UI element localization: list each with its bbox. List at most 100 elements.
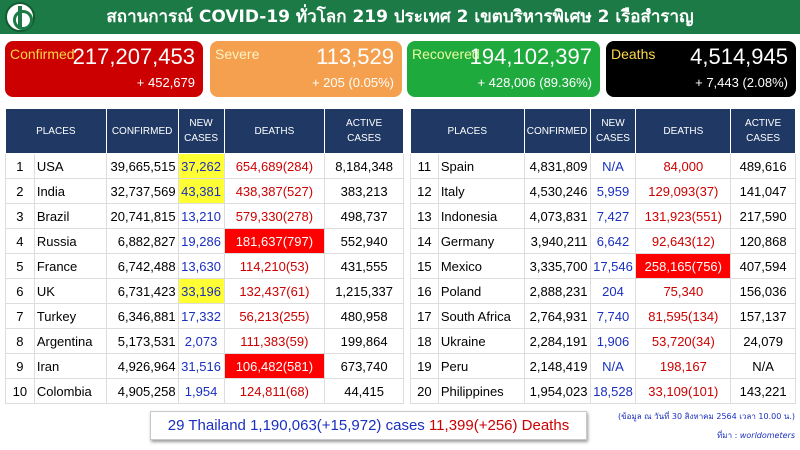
place-cell: USA	[33, 153, 107, 179]
table-row: 17 South Africa 2,764,931 7,740 81,595(134) 1…	[410, 303, 796, 329]
deaths-cell: 114,210(53)	[223, 253, 326, 279]
active-cases-cell: 143,221	[730, 378, 796, 404]
active-cases-cell: 552,940	[324, 228, 404, 254]
active-cases-cell: 1,215,337	[324, 278, 404, 304]
place-cell: Colombia	[33, 378, 107, 404]
rank-cell: 5	[5, 253, 35, 279]
table-row: 6 UK 6,731,423 33,196 132,437(61) 1,215,337	[5, 278, 404, 304]
deaths-cell: 124,811(68)	[223, 378, 326, 404]
active-cases-cell: 431,555	[324, 253, 404, 279]
deaths-cell: 438,387(527)	[223, 178, 326, 204]
confirmed-cell: 4,073,831	[523, 203, 591, 229]
deaths-change: + 7,443 (2.08%)	[695, 75, 788, 90]
source-name: worldometers	[739, 431, 795, 440]
deaths-cell: 84,000	[635, 153, 732, 179]
data-timestamp-note: (ข้อมูล ณ วันที่ 30 สิงหาคม 2564 เวลา 10…	[618, 412, 795, 421]
rank-cell: 7	[5, 303, 35, 329]
deaths-cell: 579,330(278)	[223, 203, 326, 229]
deaths-cell: 181,637(797)	[223, 228, 326, 254]
confirmed-cell: 2,148,419	[523, 353, 591, 379]
new-cases-cell: 17,332	[177, 303, 225, 329]
confirmed-cell: 2,888,231	[523, 278, 591, 304]
table-header-row: PLACES CONFIRMED NEW CASES DEATHS ACTIVE C…	[5, 108, 404, 154]
deaths-label: Deaths	[611, 46, 656, 62]
confirmed-cell: 2,764,931	[523, 303, 591, 329]
place-cell: Italy	[437, 178, 525, 204]
deaths-cell: 132,437(61)	[223, 278, 326, 304]
recovered-card: Recovered 194,102,397 + 428,006 (89.36%)	[407, 41, 600, 97]
new-cases-cell: N/A	[589, 353, 637, 379]
table-row: 4 Russia 6,882,827 19,286 181,637(797) 552,94…	[5, 228, 404, 254]
confirmed-change: + 452,679	[136, 75, 195, 90]
new-cases-cell: 18,528	[589, 378, 637, 404]
deaths-cell: 111,383(59)	[223, 328, 326, 354]
rank-cell: 20	[410, 378, 439, 404]
table-row: 18 Ukraine 2,284,191 1,906 53,720(34) 24,079	[410, 328, 796, 354]
place-cell: Peru	[437, 353, 525, 379]
table-row: 14 Germany 3,940,211 6,642 92,643(12) 120,868	[410, 228, 796, 254]
table-row: 12 Italy 4,530,246 5,959 129,093(37) 141,047	[410, 178, 796, 204]
new-cases-cell: 1,906	[589, 328, 637, 354]
deaths-cell: 258,165(756)	[635, 253, 732, 279]
rank-cell: 8	[5, 328, 35, 354]
active-cases-cell: 673,740	[324, 353, 404, 379]
place-cell: Brazil	[33, 203, 107, 229]
place-cell: Argentina	[33, 328, 107, 354]
confirmed-cell: 4,926,964	[105, 353, 179, 379]
header-places: PLACES	[5, 108, 107, 154]
ministry-logo-icon	[5, 2, 35, 32]
new-cases-cell: 19,286	[177, 228, 225, 254]
confirmed-cell: 6,742,488	[105, 253, 179, 279]
deaths-cell: 33,109(101)	[635, 378, 732, 404]
recovered-total: 194,102,397	[469, 44, 592, 69]
place-cell: India	[33, 178, 107, 204]
deaths-cell: 92,643(12)	[635, 228, 732, 254]
header-confirmed: CONFIRMED	[523, 108, 591, 154]
confirmed-cell: 2,284,191	[523, 328, 591, 354]
country-table-right: PLACES CONFIRMED NEW CASES DEATHS ACTIVE C…	[410, 108, 796, 404]
new-cases-cell: 43,381	[177, 178, 225, 204]
new-cases-cell: 2,073	[177, 328, 225, 354]
header-bar: สถานการณ์ COVID-19 ทั่วโลก 219 ประเทศ 2 …	[0, 0, 800, 34]
active-cases-cell: 489,616	[730, 153, 796, 179]
rank-cell: 15	[410, 253, 439, 279]
header-new-cases: NEW CASES	[589, 108, 637, 154]
table-row: 19 Peru 2,148,419 N/A 198,167 N/A	[410, 353, 796, 379]
severe-change: + 205 (0.05%)	[311, 75, 394, 90]
confirmed-cell: 6,731,423	[105, 278, 179, 304]
rank-cell: 2	[5, 178, 35, 204]
confirmed-cell: 4,905,258	[105, 378, 179, 404]
place-cell: Russia	[33, 228, 107, 254]
place-cell: Philippines	[437, 378, 525, 404]
table-row: 10 Colombia 4,905,258 1,954 124,811(68) 44,41…	[5, 378, 404, 404]
header-deaths: DEATHS	[635, 108, 732, 154]
severe-card: Severe 113,529 + 205 (0.05%)	[210, 41, 402, 97]
header-deaths: DEATHS	[223, 108, 326, 154]
place-cell: Indonesia	[437, 203, 525, 229]
active-cases-cell: 24,079	[730, 328, 796, 354]
table-row: 1 USA 39,665,515 37,262 654,689(284) 8,184,34…	[5, 153, 404, 179]
confirmed-cell: 4,831,809	[523, 153, 591, 179]
header-new-cases: NEW CASES	[177, 108, 225, 154]
table-row: 3 Brazil 20,741,815 13,210 579,330(278) 498,7…	[5, 203, 404, 229]
rank-cell: 19	[410, 353, 439, 379]
rank-cell: 6	[5, 278, 35, 304]
thailand-deaths: 11,399(+256) Deaths	[428, 417, 570, 434]
rank-cell: 10	[5, 378, 35, 404]
deaths-cell: 75,340	[635, 278, 732, 304]
new-cases-cell: 33,196	[177, 278, 225, 304]
table-row: 5 France 6,742,488 13,630 114,210(53) 431,555	[5, 253, 404, 279]
new-cases-cell: 37,262	[177, 153, 225, 179]
table-row: 20 Philippines 1,954,023 18,528 33,109(101) 1…	[410, 378, 796, 404]
new-cases-cell: 7,427	[589, 203, 637, 229]
thailand-cases: 29 Thailand 1,190,063(+15,972) cases	[167, 417, 425, 434]
table-header-row: PLACES CONFIRMED NEW CASES DEATHS ACTIVE C…	[410, 108, 796, 154]
active-cases-cell: 407,594	[730, 253, 796, 279]
active-cases-cell: N/A	[730, 353, 796, 379]
page-title: สถานการณ์ COVID-19 ทั่วโลก 219 ประเทศ 2 …	[106, 7, 694, 27]
header-places: PLACES	[410, 108, 525, 154]
new-cases-cell: N/A	[589, 153, 637, 179]
new-cases-cell: 204	[589, 278, 637, 304]
deaths-cell: 129,093(37)	[635, 178, 732, 204]
confirmed-cell: 20,741,815	[105, 203, 179, 229]
